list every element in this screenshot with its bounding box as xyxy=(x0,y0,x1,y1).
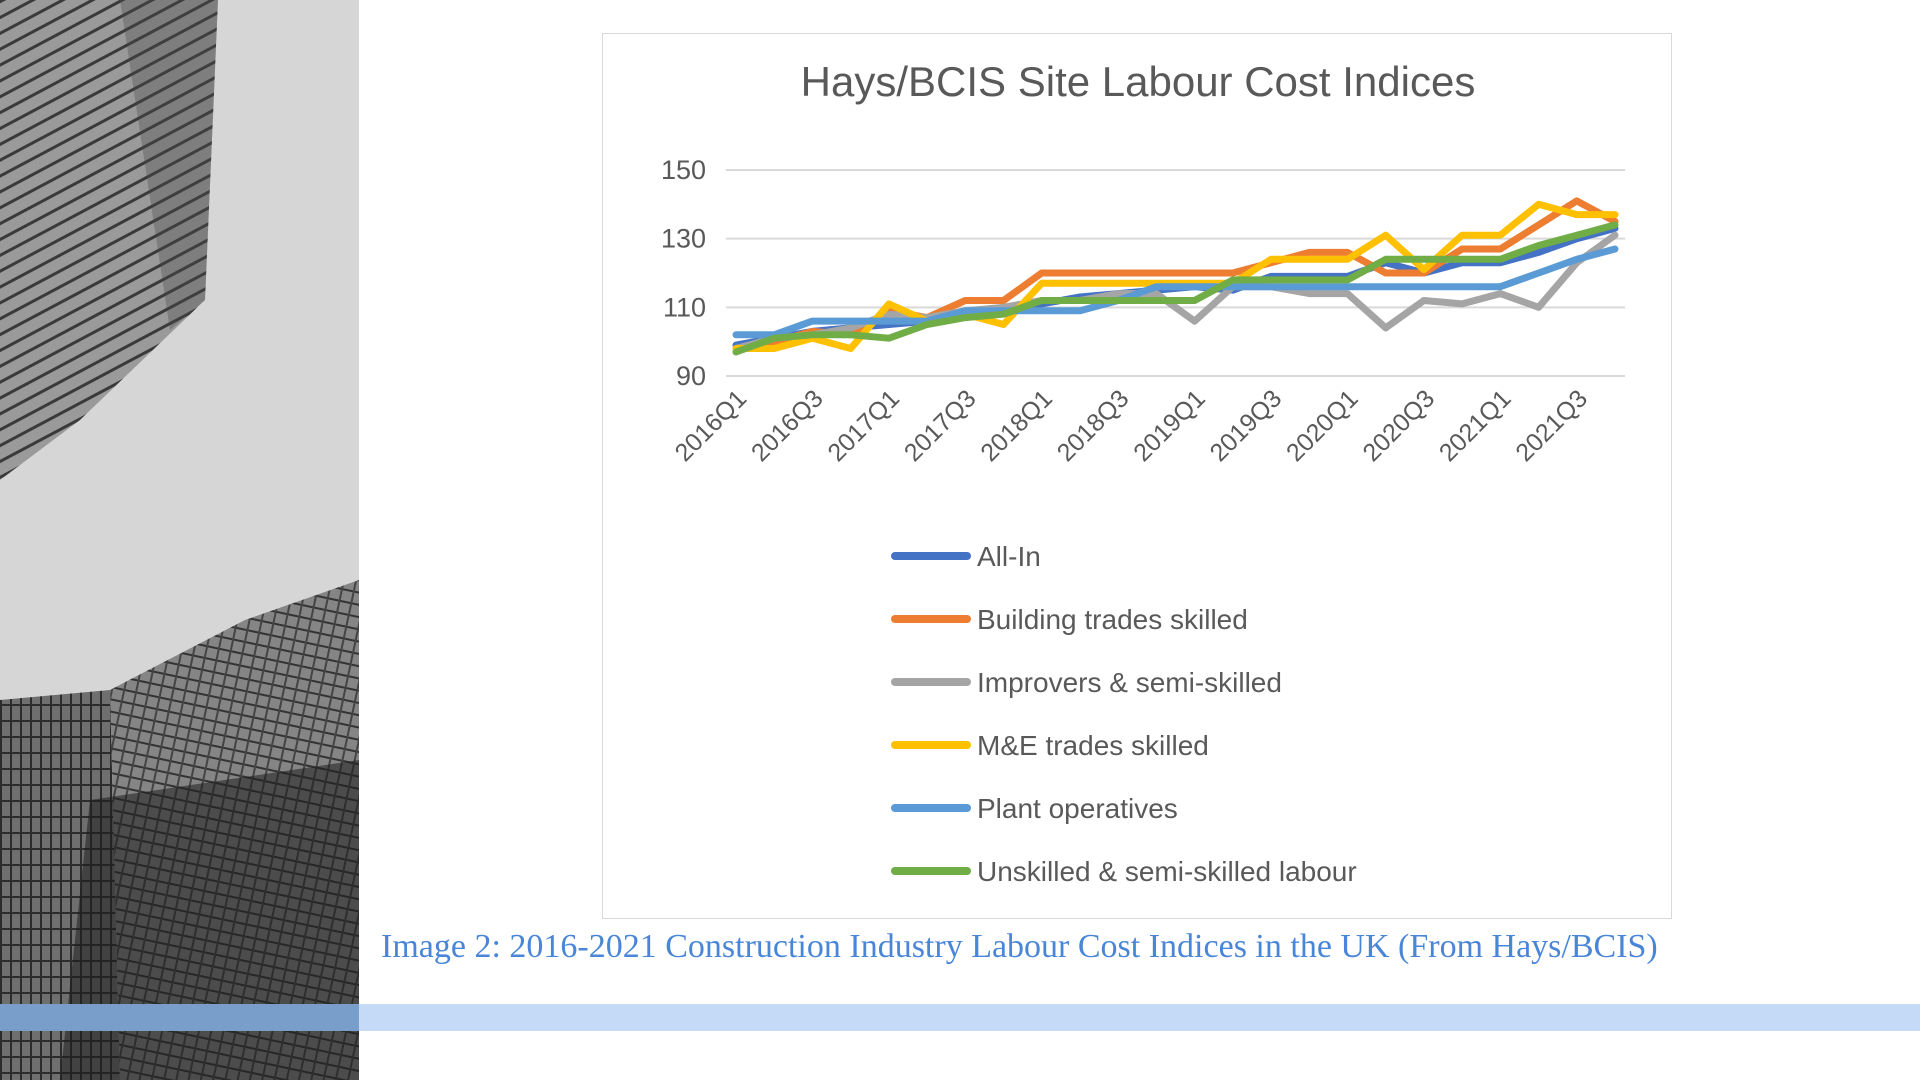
x-tick-label: 2019Q3 xyxy=(1205,384,1288,467)
x-axis-ticks: 2016Q12016Q32017Q12017Q32018Q12018Q32019… xyxy=(670,384,1593,467)
x-tick-label: 2019Q1 xyxy=(1128,384,1211,467)
x-tick-label: 2018Q1 xyxy=(975,384,1058,467)
y-axis-ticks: 90 110 130 150 xyxy=(661,155,706,391)
y-tick-label: 130 xyxy=(661,224,706,254)
legend-label: All-In xyxy=(977,541,1041,572)
line-chart: Hays/BCIS Site Labour Cost Indices 90 110… xyxy=(661,58,1625,887)
legend: All-In Building trades skilled Improvers &… xyxy=(891,541,1357,887)
x-tick-label: 2020Q3 xyxy=(1357,384,1440,467)
figure-caption: Image 2: 2016-2021 Construction Industry… xyxy=(381,928,1658,965)
x-tick-label: 2017Q3 xyxy=(899,384,982,467)
x-tick-label: 2018Q3 xyxy=(1052,384,1135,467)
legend-label: M&E trades skilled xyxy=(977,730,1209,761)
x-tick-label: 2021Q3 xyxy=(1510,384,1593,467)
series-line xyxy=(732,245,1619,339)
y-tick-label: 150 xyxy=(661,155,706,185)
legend-label: Unskilled & semi-skilled labour xyxy=(977,856,1357,887)
series-lines xyxy=(732,197,1619,356)
y-tick-label: 90 xyxy=(676,361,706,391)
legend-label: Building trades skilled xyxy=(977,604,1248,635)
accent-band-shade xyxy=(0,1004,359,1031)
y-tick-label: 110 xyxy=(663,292,706,322)
x-tick-label: 2016Q3 xyxy=(746,384,829,467)
legend-label: Improvers & semi-skilled xyxy=(977,667,1282,698)
x-tick-label: 2020Q1 xyxy=(1281,384,1364,467)
x-tick-label: 2016Q1 xyxy=(670,384,753,467)
x-tick-label: 2017Q1 xyxy=(822,384,905,467)
chart-title: Hays/BCIS Site Labour Cost Indices xyxy=(801,58,1476,105)
legend-label: Plant operatives xyxy=(977,793,1178,824)
series-line xyxy=(732,221,1619,356)
x-tick-label: 2021Q1 xyxy=(1434,384,1517,467)
skyscrapers-photo xyxy=(0,0,359,1080)
chart-frame: Hays/BCIS Site Labour Cost Indices 90 110… xyxy=(602,33,1672,919)
